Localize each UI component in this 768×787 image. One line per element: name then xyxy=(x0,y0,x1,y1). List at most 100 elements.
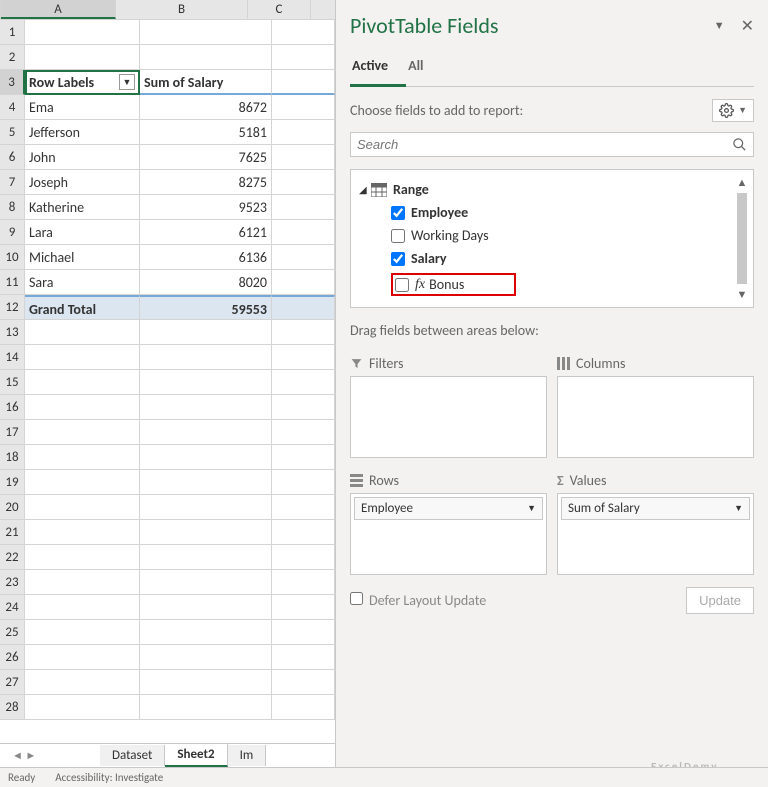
field-checkbox[interactable] xyxy=(391,229,405,243)
cell-A7[interactable]: Joseph xyxy=(25,170,140,195)
cell-B15[interactable] xyxy=(140,370,272,395)
row-header-3[interactable]: 3 xyxy=(0,70,25,95)
field-checkbox[interactable] xyxy=(391,206,405,220)
cell-C24[interactable] xyxy=(272,595,335,620)
cell-C26[interactable] xyxy=(272,645,335,670)
cell-C21[interactable] xyxy=(272,520,335,545)
sheet-tab-im[interactable]: Im xyxy=(228,745,267,766)
row-header-15[interactable]: 15 xyxy=(0,370,25,395)
cell-B23[interactable] xyxy=(140,570,272,595)
values-item-salary[interactable]: Sum of Salary▼ xyxy=(561,497,750,520)
update-button[interactable]: Update xyxy=(686,587,754,614)
columns-area[interactable] xyxy=(557,376,754,458)
defer-layout-checkbox[interactable]: Defer Layout Update xyxy=(350,592,486,609)
row-header-22[interactable]: 22 xyxy=(0,545,25,570)
cell-C23[interactable] xyxy=(272,570,335,595)
cell-C4[interactable] xyxy=(272,95,335,120)
row-header-5[interactable]: 5 xyxy=(0,120,25,145)
field-checkbox[interactable] xyxy=(391,252,405,266)
cell-A5[interactable]: Jefferson xyxy=(25,120,140,145)
cell-C14[interactable] xyxy=(272,345,335,370)
tab-active[interactable]: Active xyxy=(350,51,406,87)
cell-B27[interactable] xyxy=(140,670,272,695)
cell-A26[interactable] xyxy=(25,645,140,670)
cell-C7[interactable] xyxy=(272,170,335,195)
col-header-B[interactable]: B xyxy=(116,0,248,19)
cell-A24[interactable] xyxy=(25,595,140,620)
cell-A25[interactable] xyxy=(25,620,140,645)
row-header-26[interactable]: 26 xyxy=(0,645,25,670)
cell-C15[interactable] xyxy=(272,370,335,395)
cell-C10[interactable] xyxy=(272,245,335,270)
cell-A18[interactable] xyxy=(25,445,140,470)
row-header-25[interactable]: 25 xyxy=(0,620,25,645)
field-bonus[interactable]: fxBonus xyxy=(391,270,749,299)
row-header-23[interactable]: 23 xyxy=(0,570,25,595)
cell-A11[interactable]: Sara xyxy=(25,270,140,295)
cell-C9[interactable] xyxy=(272,220,335,245)
scroll-up-icon[interactable]: ▲ xyxy=(737,176,748,189)
search-box[interactable] xyxy=(350,132,754,157)
cell-A9[interactable]: Lara xyxy=(25,220,140,245)
row-header-9[interactable]: 9 xyxy=(0,220,25,245)
cell-C3[interactable] xyxy=(272,70,335,95)
cell-B26[interactable] xyxy=(140,645,272,670)
cell-B28[interactable] xyxy=(140,695,272,720)
cell-B2[interactable] xyxy=(140,45,272,70)
cell-B4[interactable]: 8672 xyxy=(140,95,272,120)
row-header-7[interactable]: 7 xyxy=(0,170,25,195)
search-input[interactable] xyxy=(357,137,732,152)
cell-C18[interactable] xyxy=(272,445,335,470)
settings-button[interactable]: ▼ xyxy=(712,99,754,122)
cell-B13[interactable] xyxy=(140,320,272,345)
row-header-24[interactable]: 24 xyxy=(0,595,25,620)
sheet-tab-dataset[interactable]: Dataset xyxy=(100,745,165,766)
cell-A13[interactable] xyxy=(25,320,140,345)
row-header-2[interactable]: 2 xyxy=(0,45,25,70)
cell-C19[interactable] xyxy=(272,470,335,495)
cell-C25[interactable] xyxy=(272,620,335,645)
values-area[interactable]: Sum of Salary▼ xyxy=(557,493,754,575)
cell-C22[interactable] xyxy=(272,545,335,570)
col-header-C[interactable]: C xyxy=(248,0,311,19)
row-header-13[interactable]: 13 xyxy=(0,320,25,345)
cell-A2[interactable] xyxy=(25,45,140,70)
cell-A4[interactable]: Ema xyxy=(25,95,140,120)
row-header-18[interactable]: 18 xyxy=(0,445,25,470)
row-header-4[interactable]: 4 xyxy=(0,95,25,120)
collapse-icon[interactable]: ◢ xyxy=(359,183,371,196)
cell-B8[interactable]: 9523 xyxy=(140,195,272,220)
field-employee[interactable]: Employee xyxy=(391,201,749,224)
cell-C2[interactable] xyxy=(272,45,335,70)
cell-B5[interactable]: 5181 xyxy=(140,120,272,145)
sheet-nav[interactable]: ◄ ► xyxy=(0,749,100,762)
field-salary[interactable]: Salary xyxy=(391,247,749,270)
cell-B24[interactable] xyxy=(140,595,272,620)
row-header-12[interactable]: 12 xyxy=(0,295,25,320)
cell-B3[interactable]: Sum of Salary xyxy=(140,70,272,95)
cell-C5[interactable] xyxy=(272,120,335,145)
cell-A17[interactable] xyxy=(25,420,140,445)
cell-A27[interactable] xyxy=(25,670,140,695)
cell-A22[interactable] xyxy=(25,545,140,570)
cell-A16[interactable] xyxy=(25,395,140,420)
cell-C17[interactable] xyxy=(272,420,335,445)
row-header-20[interactable]: 20 xyxy=(0,495,25,520)
cell-C20[interactable] xyxy=(272,495,335,520)
sheet-tab-sheet2[interactable]: Sheet2 xyxy=(165,744,227,767)
field-working-days[interactable]: Working Days xyxy=(391,224,749,247)
cell-C12[interactable] xyxy=(272,295,335,320)
field-checkbox[interactable] xyxy=(395,278,409,292)
cell-B14[interactable] xyxy=(140,345,272,370)
cell-B19[interactable] xyxy=(140,470,272,495)
col-header-A[interactable]: A xyxy=(1,0,116,19)
rows-item-employee[interactable]: Employee▼ xyxy=(354,497,543,520)
cell-C27[interactable] xyxy=(272,670,335,695)
cell-C16[interactable] xyxy=(272,395,335,420)
row-header-16[interactable]: 16 xyxy=(0,395,25,420)
cell-A6[interactable]: John xyxy=(25,145,140,170)
dropdown-icon[interactable]: ▼ xyxy=(714,19,725,32)
row-header-27[interactable]: 27 xyxy=(0,670,25,695)
row-header-11[interactable]: 11 xyxy=(0,270,25,295)
cell-A20[interactable] xyxy=(25,495,140,520)
